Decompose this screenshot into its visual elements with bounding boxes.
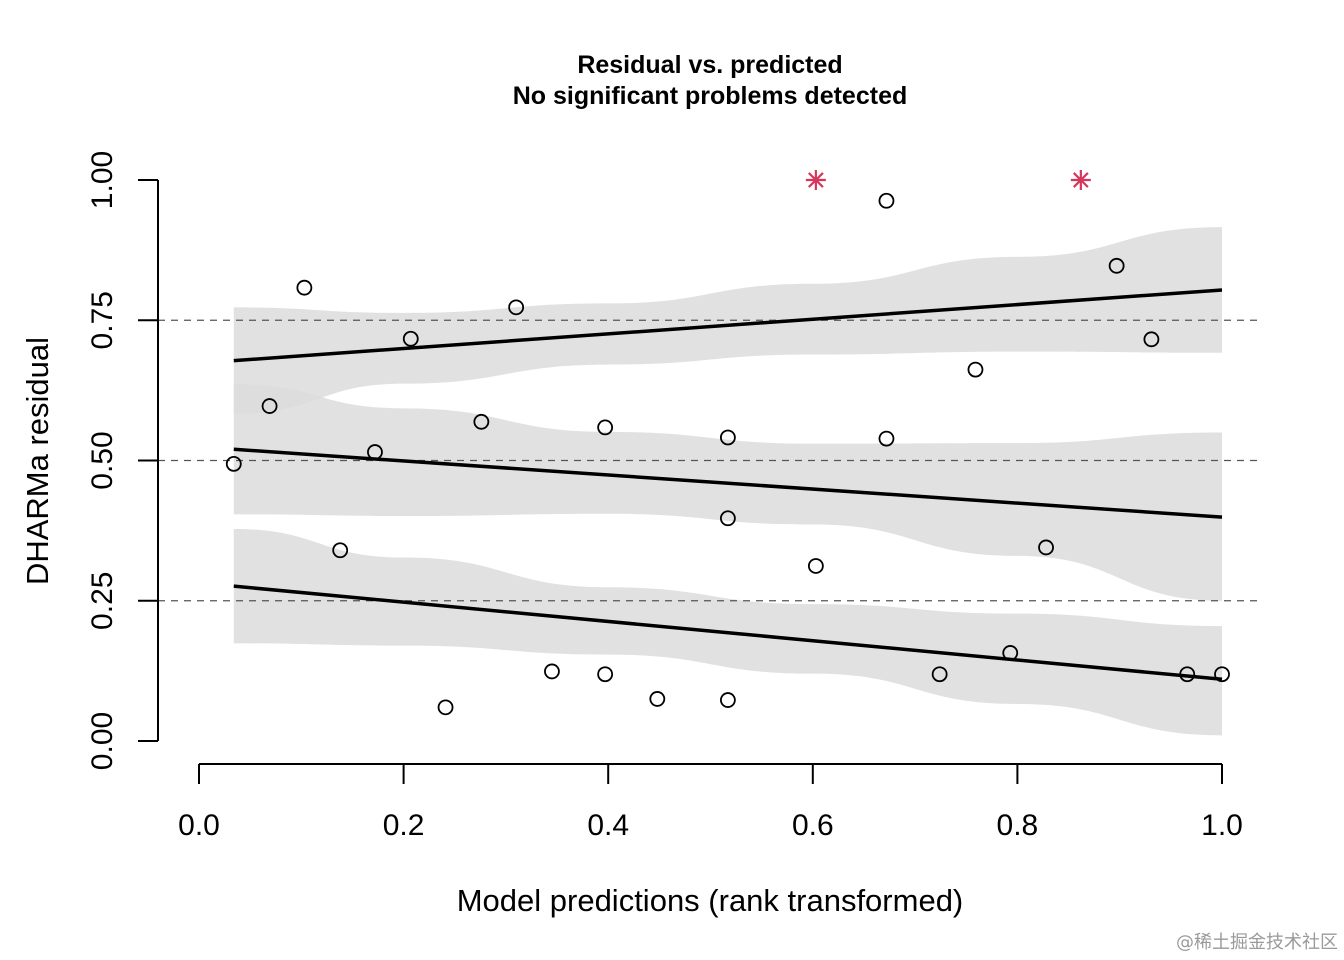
data-point <box>367 444 383 460</box>
y-tick-label: 0.00 <box>86 712 119 770</box>
data-point <box>437 699 454 716</box>
data-point <box>597 666 614 683</box>
chart-subtitle: No significant problems detected <box>513 82 908 110</box>
data-point <box>597 419 614 436</box>
data-point <box>878 192 895 209</box>
data-point <box>649 691 666 707</box>
watermark: @稀土掘金技术社区 <box>1176 932 1338 953</box>
quantile-fit-lines <box>233 288 1223 682</box>
data-point <box>1143 331 1160 348</box>
data-point <box>296 279 313 296</box>
data-point <box>225 455 242 472</box>
y-axis: 0.00 0.25 0.50 0.75 1.00 <box>86 151 159 770</box>
data-point <box>719 429 736 446</box>
reference-lines <box>158 319 1258 602</box>
data-point <box>967 361 984 378</box>
chart-title: Residual vs. predicted <box>577 51 842 79</box>
x-tick-label: 0.6 <box>792 809 834 842</box>
data-point <box>719 510 736 527</box>
x-tick-label: 0.0 <box>178 809 220 842</box>
data-point <box>544 663 560 680</box>
x-tick-label: 0.8 <box>997 809 1039 842</box>
y-tick-label: 0.25 <box>86 572 119 630</box>
data-point <box>508 299 525 316</box>
confidence-band-q50 <box>233 384 1223 601</box>
fit-line-q50 <box>233 447 1223 519</box>
fit-line-q75 <box>233 288 1223 363</box>
data-point <box>1214 666 1230 683</box>
data-point <box>332 542 349 559</box>
y-axis-title: DHARMa residual <box>20 337 55 585</box>
data-point <box>931 666 948 683</box>
outlier-markers <box>805 170 1091 190</box>
y-tick-label: 0.75 <box>86 291 119 349</box>
residual-points <box>225 192 1230 716</box>
data-point <box>1038 539 1054 556</box>
x-tick-label: 0.2 <box>383 809 425 842</box>
y-tick-label: 1.00 <box>86 151 119 209</box>
data-point <box>1108 257 1125 274</box>
y-tick-label: 0.50 <box>86 431 119 489</box>
outlier-marker <box>805 170 826 190</box>
data-point <box>878 430 895 447</box>
x-axis-title: Model predictions (rank transformed) <box>457 883 964 918</box>
data-point <box>473 413 490 430</box>
outlier-marker <box>1070 170 1091 190</box>
x-tick-label: 1.0 <box>1201 809 1243 842</box>
data-point <box>1002 645 1019 661</box>
confidence-band-q75 <box>233 227 1223 414</box>
fit-line-q25 <box>233 584 1223 682</box>
x-tick-label: 0.4 <box>587 809 629 842</box>
data-point <box>807 558 824 574</box>
confidence-bands <box>233 227 1223 736</box>
data-point <box>1179 666 1196 683</box>
data-point <box>402 330 419 347</box>
data-point <box>261 398 278 414</box>
x-axis: 0.0 0.2 0.4 0.6 0.8 1.0 <box>178 763 1243 842</box>
data-point <box>719 692 736 708</box>
